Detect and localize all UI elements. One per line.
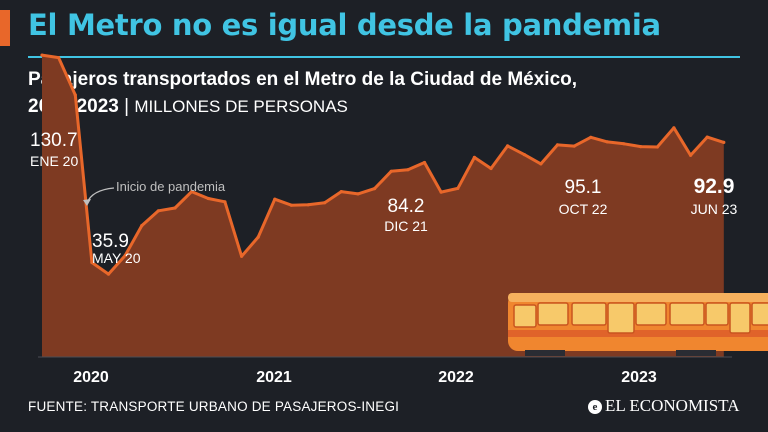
train-window — [669, 302, 705, 326]
metro-train-illustration — [508, 293, 768, 356]
train-window — [705, 302, 729, 326]
data-point — [90, 260, 94, 265]
data-point — [339, 190, 343, 194]
annotation-value: 130.7 — [30, 130, 78, 151]
data-point — [256, 235, 260, 239]
train-wheel — [676, 350, 716, 356]
x-tick-label: 2021 — [256, 369, 292, 386]
annotation-date: MAY 20 — [92, 250, 141, 266]
callout-arrow — [86, 187, 115, 204]
annotation-value: 95.1 — [565, 177, 602, 198]
data-point — [472, 155, 476, 159]
data-point — [40, 53, 44, 57]
train-window — [607, 302, 635, 334]
train-roof — [508, 293, 768, 302]
brand-mark-icon: e — [588, 400, 602, 414]
data-point — [57, 56, 61, 60]
data-point — [223, 200, 227, 204]
callout-arrowhead — [83, 199, 91, 206]
data-point — [489, 166, 493, 171]
data-point — [323, 201, 327, 205]
data-point — [106, 272, 111, 276]
data-point — [73, 93, 77, 97]
data-point — [705, 135, 709, 139]
data-point — [605, 140, 610, 144]
train-wheel — [525, 350, 565, 356]
headline-rule — [28, 56, 740, 58]
headline-accent-bar — [0, 10, 10, 46]
data-point — [123, 254, 127, 258]
data-point — [555, 143, 560, 147]
subtitle-separator: | — [124, 96, 130, 117]
data-point — [655, 145, 659, 149]
data-point — [439, 190, 443, 194]
subtitle-unit: MILLONES DE PERSONAS — [134, 97, 348, 116]
source-note: FUENTE: TRANSPORTE URBANO DE PASAJEROS-I… — [28, 399, 400, 414]
annotation-value: 84.2 — [388, 196, 425, 217]
data-point — [422, 160, 427, 165]
subtitle-line1: Pasajeros transportados en el Metro de l… — [28, 69, 578, 90]
data-point — [190, 190, 194, 194]
data-point — [406, 168, 410, 172]
train-window — [729, 302, 751, 334]
data-point — [522, 153, 526, 157]
data-point — [173, 206, 177, 210]
data-point — [356, 192, 360, 196]
ridership-area — [42, 55, 724, 357]
train-window — [513, 304, 537, 328]
data-point — [506, 144, 510, 148]
train-window — [537, 302, 569, 326]
annotation-value: 92.9 — [694, 175, 735, 198]
data-point — [456, 186, 460, 190]
x-tick-label: 2022 — [438, 369, 474, 386]
data-point — [722, 140, 726, 144]
annotation-date: OCT 22 — [559, 201, 608, 217]
headline: El Metro no es igual desde la pandemia — [0, 6, 768, 52]
data-point — [240, 254, 244, 258]
data-point — [206, 196, 210, 201]
data-point — [373, 187, 377, 191]
annotation-date: JUN 23 — [691, 201, 738, 217]
train-stripe — [508, 330, 768, 337]
data-point — [306, 203, 310, 207]
train-window — [635, 302, 667, 326]
data-point — [389, 169, 393, 173]
headline-text: El Metro no es igual desde la pandemia — [28, 8, 661, 42]
x-tick-label: 2023 — [621, 369, 657, 386]
train-window — [751, 302, 768, 326]
brand-logo: e EL ECONOMISTA — [588, 396, 739, 416]
data-point — [672, 126, 676, 130]
annotation-value: 35.9 — [92, 231, 129, 252]
data-point — [639, 145, 643, 149]
data-point — [289, 203, 293, 207]
annotation-date: ENE 20 — [30, 153, 78, 169]
data-point — [156, 209, 160, 213]
brand-name: EL ECONOMISTA — [605, 396, 740, 415]
data-point — [572, 144, 576, 148]
data-point — [589, 135, 593, 139]
x-tick-label: 2020 — [73, 369, 109, 386]
data-point — [622, 142, 626, 146]
data-point — [140, 224, 144, 228]
callout-text: Inicio de pandemia — [116, 179, 226, 194]
annotation-date: DIC 21 — [384, 218, 428, 234]
data-point — [273, 197, 277, 201]
ridership-line — [41, 53, 725, 276]
data-point — [689, 153, 693, 157]
data-point — [539, 162, 543, 166]
train-window — [571, 302, 607, 326]
